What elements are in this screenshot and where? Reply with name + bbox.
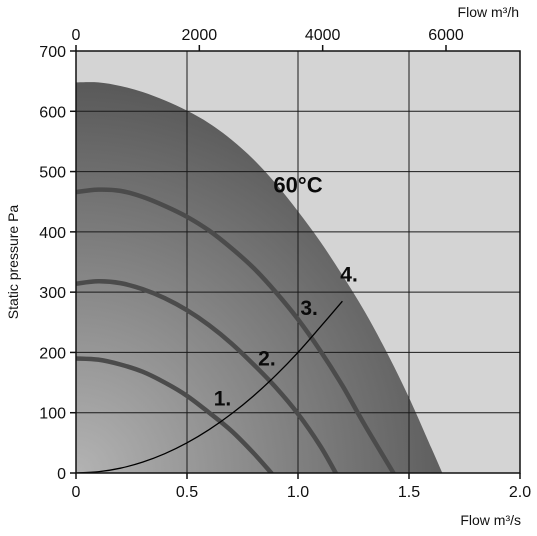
- x2-tick-label-3: 6000: [428, 27, 464, 44]
- axes-layer: 0 0.5 1.0 1.5 2.0 0 2000 4000 6000 0 100 200 300 400 5…: [39, 27, 531, 501]
- fan-curve-1: [76, 356, 274, 473]
- x-tick-label-4: 2.0: [509, 484, 531, 501]
- x2-tick-label-2: 4000: [305, 27, 341, 44]
- grid-layer: [76, 51, 520, 473]
- temperature-label: 60°C: [273, 173, 322, 198]
- x-tick-label-0: 0: [72, 484, 81, 501]
- y-tick-label-4: 400: [39, 225, 66, 242]
- x-tick-label-2: 1.0: [287, 484, 309, 501]
- x2-tick-label-0: 0: [72, 27, 81, 44]
- top-x-axis-title: Flow m³/h: [458, 4, 519, 20]
- curve-label-2: 2.: [258, 348, 276, 371]
- curves-layer: [76, 187, 396, 473]
- fan-curve-2: [76, 279, 338, 473]
- operating-area-layer: [76, 82, 443, 473]
- operating-area: [76, 82, 443, 473]
- x-tick-label-3: 1.5: [398, 484, 420, 501]
- curve-label-3: 3.: [300, 297, 318, 320]
- y-tick-label-6: 600: [39, 104, 66, 121]
- curve-label-1: 1.: [214, 387, 232, 410]
- y-tick-label-0: 0: [57, 466, 66, 483]
- y-tick-label-7: 700: [39, 44, 66, 61]
- y-tick-label-3: 300: [39, 285, 66, 302]
- labels-layer: 1. 2. 3. 4. 60°C: [214, 173, 358, 411]
- x-tick-label-1: 0.5: [176, 484, 198, 501]
- fan-curve-3: [76, 187, 396, 473]
- x2-tick-label-1: 2000: [182, 27, 218, 44]
- y-tick-label-5: 500: [39, 165, 66, 182]
- curve-label-4: 4.: [340, 263, 358, 286]
- system-curve: [76, 300, 343, 473]
- y-tick-label-2: 200: [39, 345, 66, 362]
- x-axis-title: Flow m³/s: [460, 512, 521, 528]
- y-tick-label-1: 100: [39, 406, 66, 423]
- y-axis-title: Static pressure Pa: [5, 205, 21, 320]
